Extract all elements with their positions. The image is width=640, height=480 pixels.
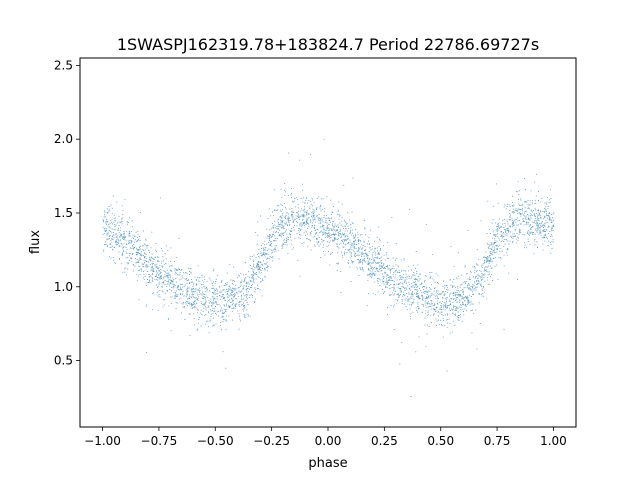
y-tick-label: 1.5: [54, 206, 73, 220]
x-tick-label: −0.75: [141, 434, 178, 448]
x-axis-label: phase: [308, 456, 347, 471]
x-tick-label: 0.25: [371, 434, 398, 448]
x-tick-label: −0.25: [253, 434, 290, 448]
y-tick-label: 0.5: [54, 354, 73, 368]
x-tick-label: 1.00: [540, 434, 567, 448]
x-tick-label: −1.00: [84, 434, 121, 448]
scatter-point-cloud: [102, 139, 555, 397]
y-tick-label: 1.0: [54, 280, 73, 294]
y-tick-label: 2.5: [54, 58, 73, 72]
y-tick-label: 2.0: [54, 132, 73, 146]
x-tick-label: 0.50: [427, 434, 454, 448]
x-tick-label: −0.50: [197, 434, 234, 448]
x-axis: −1.00 −0.75 −0.50 −0.25 0.00 0.25 0.50 0.75 1.00: [84, 427, 567, 448]
y-axis: 0.5 1.0 1.5 2.0 2.5: [54, 58, 80, 368]
scatter-points: [102, 139, 555, 397]
x-tick-label: 0.00: [315, 434, 342, 448]
x-tick-label: 0.75: [484, 434, 511, 448]
y-axis-label: flux: [28, 230, 43, 254]
chart-title: 1SWASPJ162319.78+183824.7 Period 22786.6…: [117, 35, 539, 54]
